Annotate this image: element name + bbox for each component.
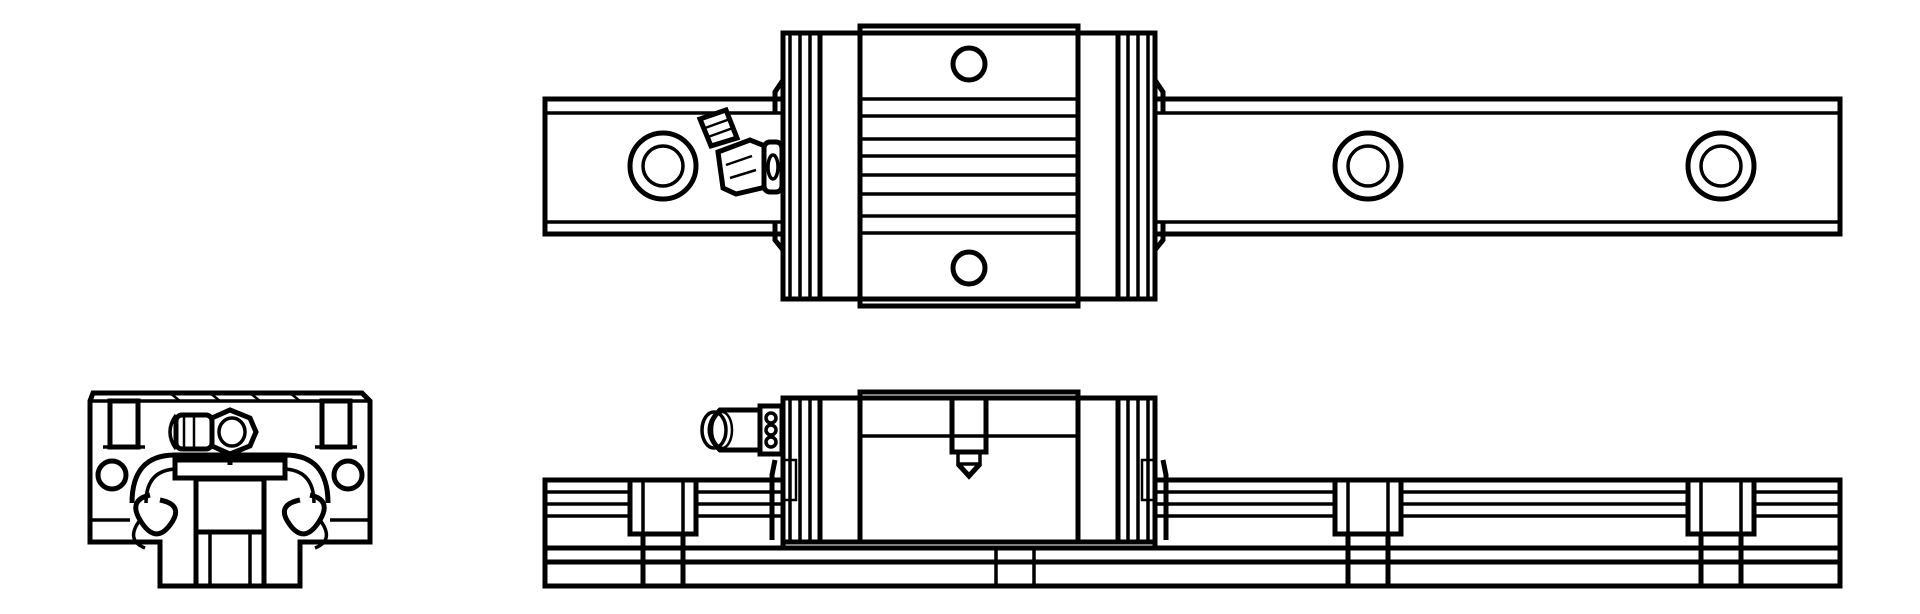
rail-counterbore xyxy=(1332,477,1404,589)
rail-counterbore xyxy=(1685,477,1757,589)
front-rail xyxy=(542,477,1843,589)
grease-nipple-end xyxy=(168,407,259,465)
rail-mounting-hole xyxy=(1332,130,1404,202)
ball-track xyxy=(129,452,331,550)
top-view xyxy=(542,23,1843,309)
top-carriage-block xyxy=(772,23,1166,309)
rail-mounting-hole xyxy=(1685,130,1757,202)
rail-counterbore xyxy=(627,477,699,589)
grease-nipple-side xyxy=(700,403,785,457)
end-view xyxy=(87,390,373,589)
front-carriage-block xyxy=(769,389,1169,551)
rail-mounting-hole xyxy=(627,130,699,202)
grease-nipple xyxy=(696,106,785,197)
front-view xyxy=(542,389,1843,589)
end-rail-section xyxy=(193,476,267,589)
top-rail xyxy=(542,96,1843,237)
